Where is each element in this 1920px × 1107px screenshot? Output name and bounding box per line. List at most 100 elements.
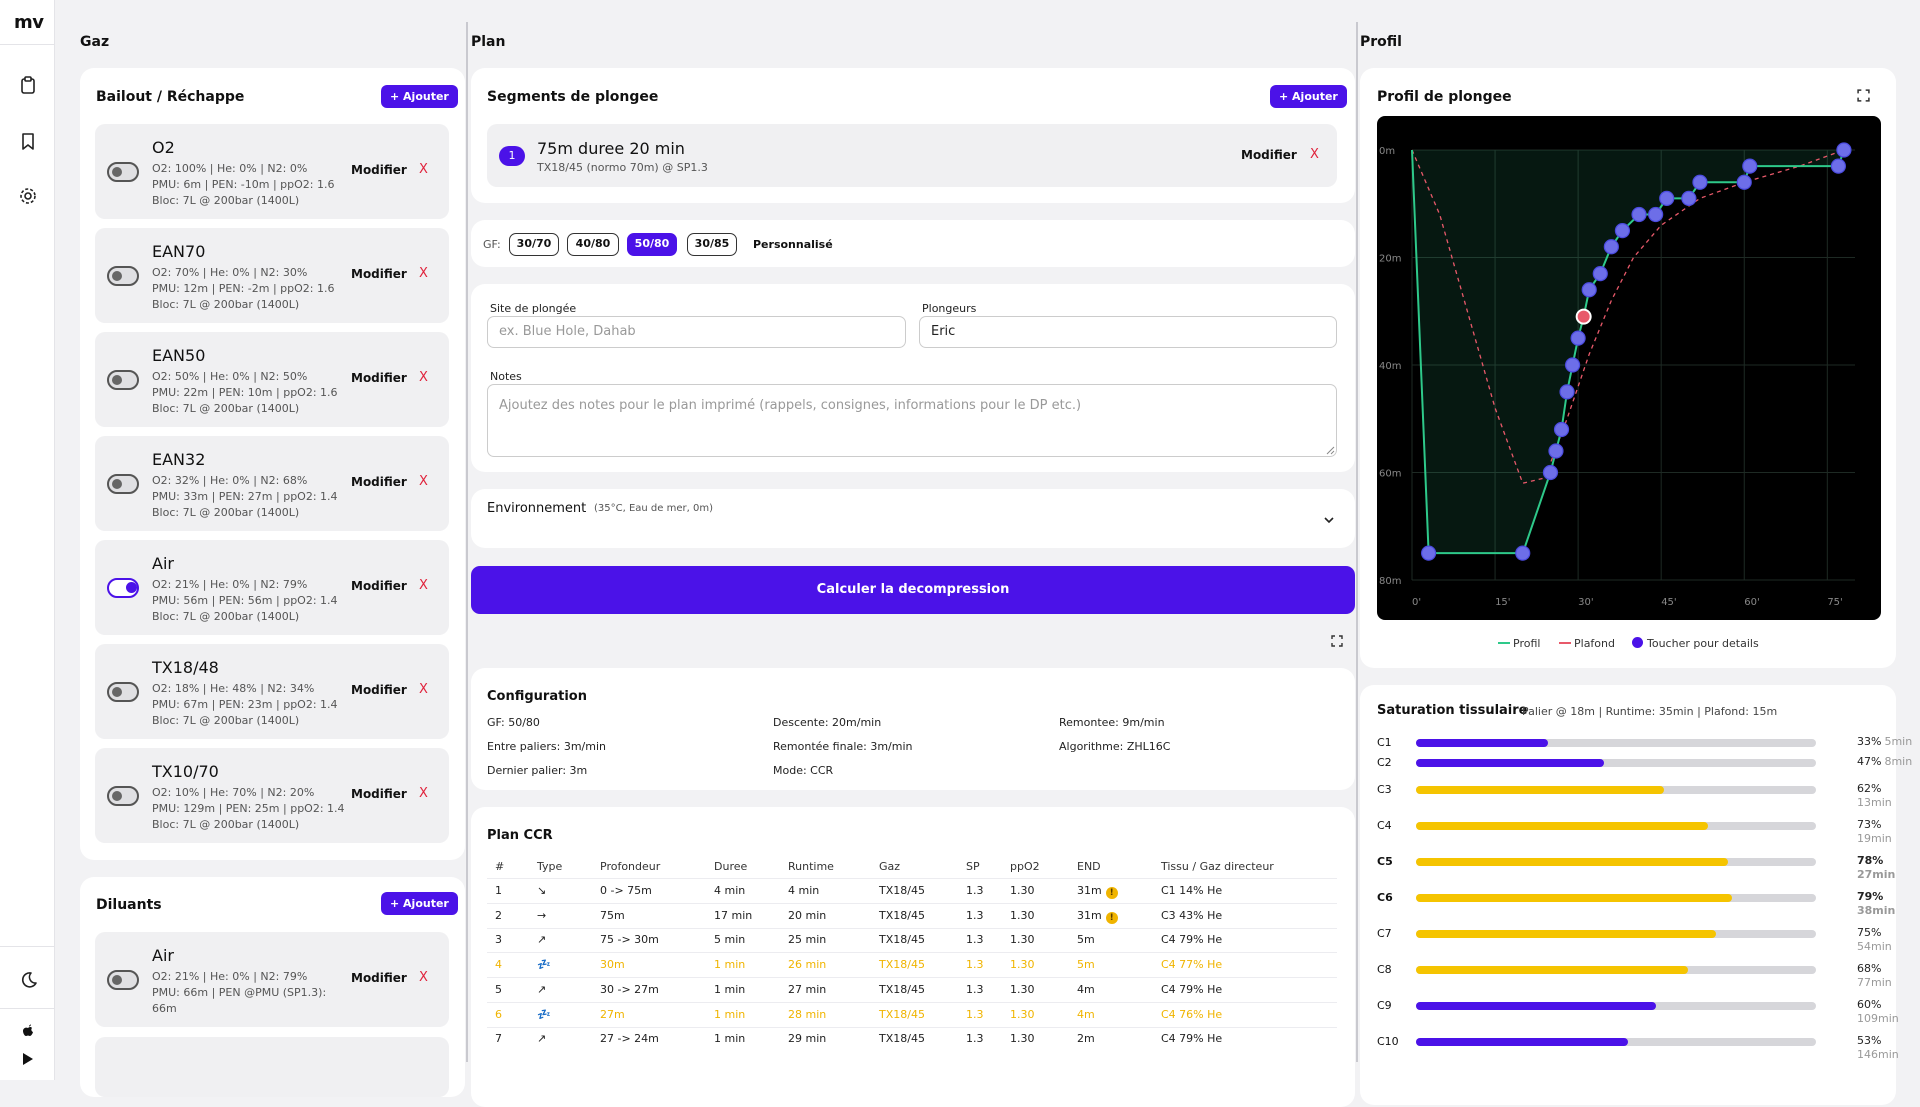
gf-option-30-70[interactable]: 30/70	[509, 233, 559, 256]
resize-handle-icon[interactable]	[1326, 446, 1335, 455]
legend-plafond-swatch	[1559, 642, 1571, 644]
gas-name: Air	[152, 554, 174, 573]
dive-profile-chart[interactable]: 0' 15' 30' 45' 60' 75' 0m 20m 40m 60m 80m	[1377, 116, 1881, 620]
gas-delete-button[interactable]: X	[419, 266, 428, 281]
gas-toggle[interactable]	[107, 370, 139, 390]
profile-point[interactable]	[1648, 206, 1664, 223]
table-cell-type: →	[537, 909, 546, 922]
profile-point[interactable]	[1570, 330, 1586, 346]
gas-delete-button[interactable]: X	[419, 578, 428, 593]
profile-point[interactable]	[1581, 282, 1597, 298]
gf-option-30-85[interactable]: 30/85	[687, 233, 737, 256]
profile-point[interactable]	[1736, 174, 1752, 190]
gf-option-40-80[interactable]: 40/80	[567, 233, 619, 256]
cell-text: 1 min	[714, 958, 746, 972]
table-header: Duree	[714, 860, 748, 873]
divers-input[interactable]: Eric	[919, 316, 1337, 348]
profile-point[interactable]	[1515, 545, 1531, 561]
gas-modify-button[interactable]: Modifier	[351, 971, 407, 985]
gas-toggle[interactable]	[107, 266, 139, 286]
saturation-bar-track	[1416, 739, 1816, 747]
gas-delete-button[interactable]: X	[419, 162, 428, 177]
gas-modify-button[interactable]: Modifier	[351, 267, 407, 281]
notes-textarea[interactable]: Ajoutez des notes pour le plan imprimé (…	[487, 384, 1337, 457]
gas-toggle[interactable]	[107, 682, 139, 702]
gf-option-50-80[interactable]: 50/80	[627, 233, 677, 256]
profile-point[interactable]	[1421, 545, 1437, 561]
profile-point[interactable]	[1830, 158, 1846, 174]
play-store-icon[interactable]	[21, 1052, 35, 1066]
clipboard-icon[interactable]	[18, 75, 38, 95]
gas-modify-button[interactable]: Modifier	[351, 683, 407, 697]
table-cell-gas: TX18/45	[879, 983, 925, 996]
table-cell-gas: TX18/45	[879, 933, 925, 946]
cell-text: 1.30	[1010, 908, 1035, 922]
profile-point[interactable]	[1564, 357, 1581, 373]
gas-delete-button[interactable]: X	[419, 786, 428, 801]
add-diluant-button[interactable]: + Ajouter	[381, 892, 458, 915]
profile-point[interactable]	[1553, 421, 1570, 438]
gas-modify-button[interactable]: Modifier	[351, 475, 407, 489]
gaz-column-title: Gaz	[80, 34, 110, 50]
cell-text: C4 76% He	[1161, 1007, 1223, 1021]
segment-card[interactable]: 1 75m duree 20 min TX18/45 (normo 70m) @…	[487, 124, 1337, 187]
bookmark-icon[interactable]	[18, 131, 38, 151]
cell-text: 2	[495, 908, 502, 922]
gas-toggle[interactable]	[107, 786, 139, 806]
saturation-value: 75% 54min	[1857, 926, 1892, 953]
cell-text: 4 min	[788, 884, 820, 897]
gas-delete-button[interactable]: X	[419, 682, 428, 697]
plafond-line	[1411, 149, 1845, 485]
profile-point[interactable]	[1631, 206, 1647, 223]
profile-point[interactable]	[1592, 266, 1608, 282]
gas-toggle[interactable]	[107, 474, 139, 494]
saturation-bar-fill	[1416, 858, 1728, 866]
gas-delete-button[interactable]: X	[419, 970, 428, 985]
gas-toggle[interactable]	[107, 162, 139, 182]
gf-custom-button[interactable]: Personnalisé	[753, 238, 833, 251]
segment-modify-button[interactable]: Modifier	[1241, 148, 1297, 162]
profile-point[interactable]	[1548, 443, 1564, 459]
cell-text: 7	[495, 1032, 502, 1046]
add-segment-button[interactable]: + Ajouter	[1270, 85, 1347, 108]
gas-modify-button[interactable]: Modifier	[351, 371, 407, 385]
saturation-pct: 33%	[1857, 735, 1882, 748]
expand-icon[interactable]	[1857, 89, 1870, 102]
gas-toggle[interactable]	[107, 970, 139, 990]
gas-limits: PMU: 129m | PEN: 25m | ppO2: 1.4	[152, 802, 345, 815]
gas-delete-button[interactable]: X	[419, 474, 428, 489]
table-cell-depth: 75 -> 30m	[600, 933, 659, 946]
profile-point[interactable]	[1542, 464, 1559, 481]
expand-icon[interactable]	[1331, 635, 1343, 647]
cell-text: TX18/45	[879, 1007, 925, 1021]
profile-point[interactable]	[1614, 223, 1631, 239]
environment-label: Environnement	[487, 501, 587, 516]
dive-profile-svg[interactable]: 0' 15' 30' 45' 60' 75' 0m 20m 40m 60m 80m	[1377, 116, 1881, 620]
profile-point[interactable]	[1836, 142, 1852, 158]
gas-modify-button[interactable]: Modifier	[351, 163, 407, 177]
site-input[interactable]: ex. Blue Hole, Dahab	[487, 316, 906, 348]
chevron-down-icon[interactable]	[1323, 514, 1335, 526]
profile-point[interactable]	[1742, 158, 1758, 174]
profile-point[interactable]	[1681, 190, 1697, 206]
profile-point[interactable]	[1575, 308, 1592, 325]
profile-point[interactable]	[1603, 239, 1619, 255]
profile-point[interactable]	[1559, 384, 1575, 400]
calculate-button[interactable]: Calculer la decompression	[471, 566, 1355, 614]
gas-modify-button[interactable]: Modifier	[351, 787, 407, 801]
add-bailout-button[interactable]: + Ajouter	[381, 85, 458, 108]
plan-column-title: Plan	[471, 34, 506, 50]
cell-text: C3 43% He	[1161, 908, 1223, 922]
profile-point[interactable]	[1692, 174, 1708, 190]
gear-icon[interactable]	[18, 186, 38, 206]
segment-delete-button[interactable]: X	[1310, 147, 1319, 162]
gas-toggle[interactable]	[107, 578, 139, 598]
cell-text: 31m	[1077, 884, 1102, 897]
apple-icon[interactable]	[20, 1023, 36, 1039]
environment-panel[interactable]	[471, 489, 1355, 548]
profile-point[interactable]	[1659, 190, 1675, 206]
compartment-label: C2	[1377, 756, 1392, 769]
moon-icon[interactable]	[18, 970, 38, 990]
gas-delete-button[interactable]: X	[419, 370, 428, 385]
gas-modify-button[interactable]: Modifier	[351, 579, 407, 593]
